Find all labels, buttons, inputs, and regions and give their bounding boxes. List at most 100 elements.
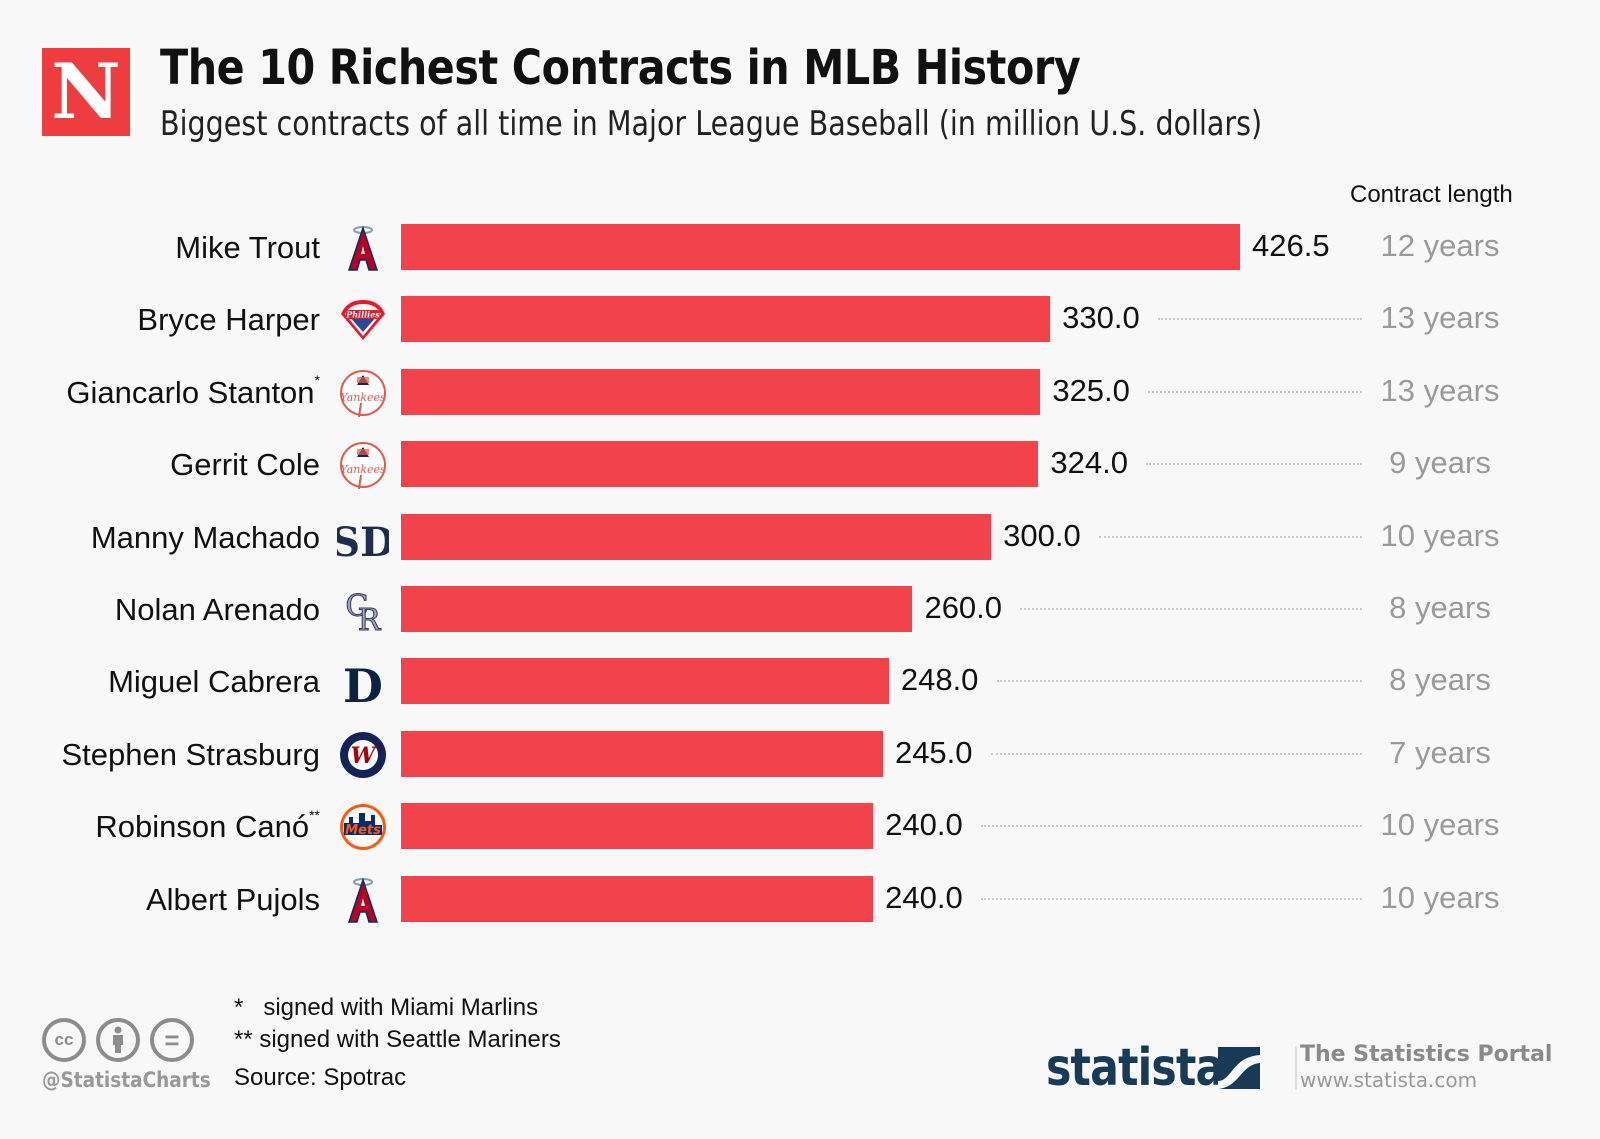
- bar: [401, 875, 874, 922]
- contract-length-label: 7 years: [1389, 734, 1491, 770]
- category-label: Giancarlo Stanton*: [66, 372, 320, 411]
- yankees-logo-icon: Yankees: [337, 367, 389, 419]
- player-name: Mike Trout: [175, 230, 320, 265]
- angels-logo-icon: [337, 222, 389, 274]
- value-label: 240.0: [885, 879, 963, 915]
- bar-row: Stephen Strasburg W 245.0 7 years: [0, 730, 1600, 778]
- angels-logo-icon: [337, 874, 389, 926]
- chart-title: The 10 Richest Contracts in MLB History: [160, 40, 1081, 96]
- value-label: 324.0: [1050, 445, 1128, 481]
- svg-text:Mets: Mets: [345, 823, 381, 838]
- leader-dots: [981, 897, 1362, 900]
- bar-row: Nolan Arenado C R 260.0 8 years: [0, 586, 1600, 639]
- contract-length-header: Contract length: [1350, 181, 1513, 208]
- footnote-marlins: * signed with Miami Marlins: [234, 994, 539, 1021]
- footnotes: * signed with Miami Marlins ** signed wi…: [234, 992, 561, 1056]
- player-name: Gerrit Cole: [170, 447, 320, 483]
- value-label: 300.0: [1003, 517, 1081, 553]
- yankees-logo-icon: Yankees: [337, 439, 389, 491]
- contract-length-label: 13 years: [1380, 300, 1500, 336]
- bar: [401, 803, 874, 850]
- bar-row: Albert Pujols 240.0 10 years: [0, 875, 1600, 923]
- svg-text:R: R: [358, 603, 382, 636]
- bar-row: Gerrit Cole Yankees 324.0 9 years: [0, 441, 1600, 490]
- category-label: Albert Pujols: [146, 882, 320, 918]
- svg-text:D: D: [343, 659, 383, 708]
- statista-wordmark: statista: [1046, 1038, 1224, 1098]
- bar: [401, 441, 1039, 488]
- bar-row: Mike Trout 426.5 12 years: [0, 224, 1600, 271]
- portal-title: The Statistics Portal: [1300, 1042, 1553, 1067]
- portal-url[interactable]: www.statista.com: [1300, 1068, 1478, 1092]
- category-label: Stephen Strasburg: [61, 737, 320, 773]
- bar-row: Miguel Cabrera D 248.0 8 years: [0, 658, 1600, 713]
- attribution-icon: [96, 1018, 140, 1062]
- player-name: Miguel Cabrera: [108, 664, 320, 700]
- player-name: Robinson Canó: [95, 809, 310, 845]
- padres-logo-icon: SD: [331, 512, 395, 566]
- portal-divider: [1295, 1046, 1297, 1090]
- no-derivatives-icon: =: [150, 1018, 194, 1062]
- player-name: Albert Pujols: [145, 881, 320, 917]
- phillies-logo-icon: Phillies: [337, 294, 389, 346]
- bar: [401, 224, 1240, 270]
- leader-dots: [1099, 535, 1362, 538]
- bar-row: Bryce Harper Phillies 330.0 13 years: [0, 296, 1600, 343]
- leader-dots: [1146, 463, 1362, 466]
- footnote-mark: *: [314, 372, 320, 389]
- svg-text:Yankees: Yankees: [340, 463, 386, 476]
- contract-length-label: 10 years: [1380, 807, 1500, 843]
- value-label: 260.0: [924, 590, 1003, 625]
- nationals-logo-icon: W: [337, 729, 389, 781]
- contract-length-label: 13 years: [1380, 372, 1500, 408]
- svg-text:C: C: [346, 589, 369, 624]
- player-name: Nolan Arenado: [114, 592, 320, 627]
- statista-logo-icon: [1218, 1047, 1260, 1089]
- cc-icon: cc: [42, 1018, 86, 1062]
- bar: [401, 296, 1051, 343]
- category-label: Miguel Cabrera: [108, 664, 320, 700]
- bar-row: Manny Machado SD 300.0 10 years: [0, 513, 1600, 566]
- contract-length-label: 9 years: [1389, 445, 1491, 481]
- newsweek-logo: N: [42, 48, 130, 136]
- category-label: Bryce Harper: [137, 302, 320, 338]
- chart-subtitle: Biggest contracts of all time in Major L…: [160, 104, 1263, 144]
- footnote-mariners: ** signed with Seattle Mariners: [234, 1026, 561, 1053]
- contract-length-label: 10 years: [1380, 517, 1500, 553]
- creative-commons-badges: cc =: [42, 1018, 194, 1062]
- value-label: 426.5: [1252, 228, 1330, 263]
- bar: [401, 658, 889, 705]
- player-name: Giancarlo Stanton: [66, 374, 315, 410]
- footnote-mark: **: [309, 806, 320, 823]
- svg-text:W: W: [351, 743, 378, 769]
- value-label: 325.0: [1052, 372, 1130, 408]
- tigers-logo-icon: D: [337, 656, 389, 713]
- contract-length-label: 12 years: [1380, 228, 1500, 263]
- svg-text:SD: SD: [337, 519, 389, 564]
- category-label: Robinson Canó**: [95, 806, 320, 845]
- player-name: Stephen Strasburg: [61, 736, 320, 772]
- statista-handle: @StatistaCharts: [42, 1068, 211, 1092]
- svg-text:Yankees: Yankees: [340, 391, 386, 404]
- bar-row: Robinson Canó** Mets 240.0 10 years: [0, 803, 1600, 851]
- value-label: 240.0: [885, 807, 963, 843]
- leader-dots: [990, 752, 1362, 755]
- category-label: Mike Trout: [175, 230, 320, 266]
- contract-length-label: 8 years: [1389, 590, 1491, 625]
- bar: [401, 513, 992, 560]
- leader-dots: [1020, 608, 1362, 610]
- leader-dots: [1148, 390, 1362, 393]
- source-text: Source: Spotrac: [234, 1064, 407, 1091]
- value-label: 245.0: [894, 734, 973, 770]
- contract-length-label: 10 years: [1380, 879, 1500, 915]
- category-label: Nolan Arenado: [115, 592, 320, 628]
- player-name: Manny Machado: [90, 519, 320, 555]
- bar-row: Giancarlo Stanton* Yankees 325.0 13 years: [0, 368, 1600, 417]
- mets-logo-icon: Mets: [337, 801, 389, 853]
- leader-dots: [1158, 318, 1362, 321]
- bar: [401, 730, 883, 777]
- svg-text:Phillies: Phillies: [345, 310, 380, 320]
- leader-dots: [981, 825, 1362, 828]
- category-label: Manny Machado: [91, 520, 320, 556]
